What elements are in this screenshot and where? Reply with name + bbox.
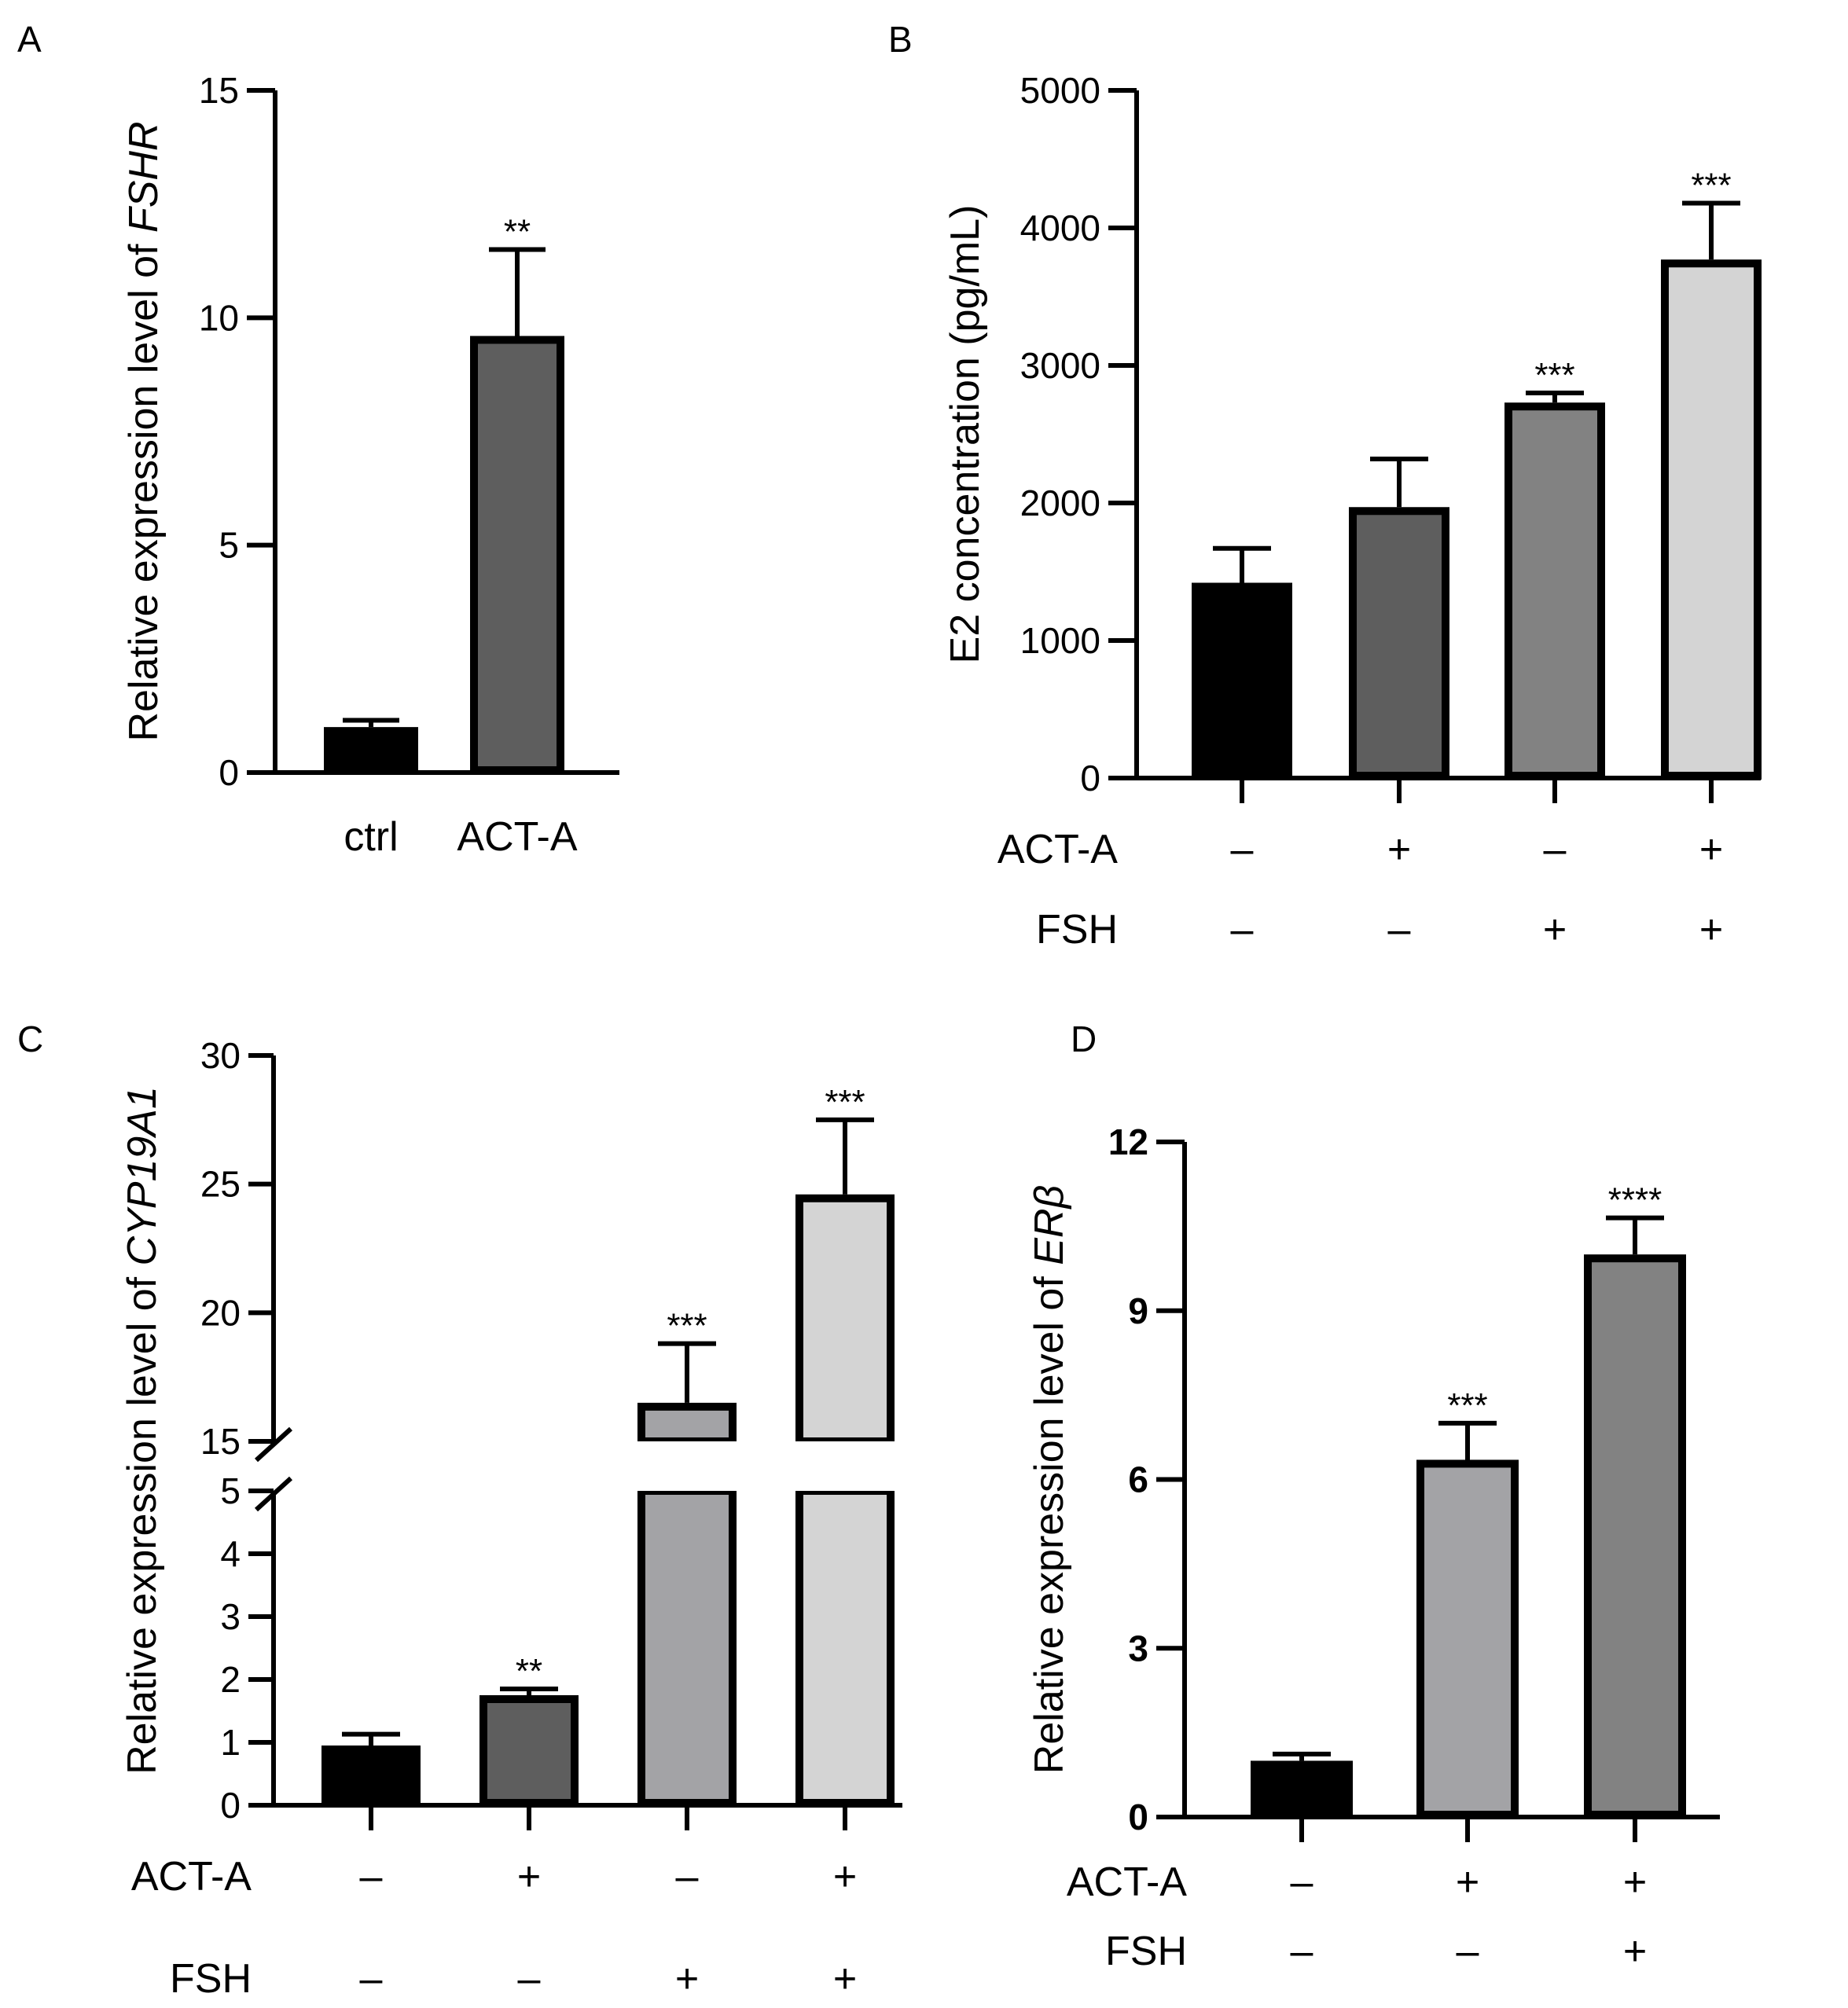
condition-value-c-0-3: + [833,1854,857,1900]
y-tick-label-b-4: 4000 [1020,207,1100,248]
bar-d-1 [1416,1459,1519,1819]
condition-label-d-1: FSH [1105,1929,1187,1974]
y-tick-label-upper-c-0: 15 [200,1421,241,1462]
category-label-a-1: ACT-A [457,814,577,860]
significance-label-c-2: *** [667,1307,707,1345]
chart-panel-b: 0 1000 2000 3000 4000 5000 *** *** E2 concentrat… [942,70,1762,953]
condition-label-b-0: ACT-A [997,827,1118,872]
bar-d-0 [1251,1760,1353,1819]
bar-a-0 [324,727,418,775]
y-tick-label-d-3: 9 [1128,1290,1148,1331]
condition-value-d-1-1: – [1457,1929,1479,1974]
significance-label-b-3: *** [1691,167,1731,205]
condition-label-c-0: ACT-A [131,1854,252,1900]
condition-value-c-1-3: + [833,1956,857,2002]
y-tick-label-lower-c-3: 3 [220,1596,241,1637]
y-tick-label-d-2: 6 [1128,1459,1148,1500]
y-axis-label-d: Relative expression level of ERβ [1027,1185,1072,1774]
y-tick-label-b-5: 5000 [1020,70,1100,111]
y-tick-label-lower-c-0: 0 [220,1785,241,1826]
significance-label-a-1: ** [504,213,531,251]
condition-value-b-1-1: – [1388,907,1411,953]
y-axis-label-b: E2 concentration (pg/mL) [942,205,988,664]
y-tick-label-lower-c-1: 1 [220,1722,241,1763]
y-tick-label-b-2: 2000 [1020,483,1100,523]
panel-letter-c: C [17,1019,43,1059]
y-tick-label-d-0: 0 [1128,1797,1148,1837]
condition-value-b-1-3: + [1699,907,1723,953]
y-tick-label-d-4: 12 [1108,1121,1148,1162]
condition-value-b-0-2: – [1544,827,1567,872]
bar-lower-c-2 [637,1487,737,1807]
significance-label-c-1: ** [516,1652,542,1690]
significance-label-b-2: *** [1534,356,1574,395]
condition-label-b-1: FSH [1036,907,1118,953]
condition-value-d-1-0: – [1291,1929,1313,1974]
bar-a-1 [470,336,564,775]
y-axis-label-a: Relative expression level of FSHR [121,122,167,742]
y-axis-label-c: Relative expression level of CYP19A1 [119,1086,165,1775]
axis-break-mark-upper-c [254,1426,293,1463]
y-tick-label-b-1: 1000 [1020,620,1100,661]
condition-value-c-0-2: – [676,1854,699,1900]
condition-value-c-1-0: – [360,1956,383,2002]
y-tick-label-a-3: 15 [199,70,239,111]
y-tick-label-b-0: 0 [1080,758,1100,798]
bar-upper-c-2 [637,1402,737,1446]
condition-value-b-0-0: – [1231,827,1254,872]
chart-panel-a: 0 5 10 15 ** Relative expression level of FSH… [121,70,619,860]
bar-break-gap-c-2 [633,1441,741,1491]
y-tick-label-upper-c-3: 30 [200,1035,241,1076]
condition-label-d-0: ACT-A [1067,1859,1187,1905]
condition-value-b-1-2: + [1543,907,1567,953]
condition-value-c-0-1: + [517,1854,541,1900]
bar-b-3 [1661,259,1762,780]
bar-break-gap-c-3 [791,1441,899,1491]
bar-c-0 [321,1746,421,1807]
bar-b-1 [1349,507,1449,780]
y-tick-label-a-1: 5 [219,525,239,566]
y-tick-label-a-0: 0 [219,752,239,793]
condition-value-d-0-0: – [1291,1859,1313,1905]
significance-label-c-3: *** [825,1083,865,1121]
y-tick-label-d-1: 3 [1128,1628,1148,1668]
y-tick-label-a-2: 10 [199,297,239,338]
bar-upper-c-3 [795,1194,895,1445]
bar-d-2 [1584,1254,1686,1819]
condition-value-c-1-1: – [518,1956,541,2002]
bar-lower-c-3 [795,1487,895,1807]
bar-c-1 [479,1695,579,1807]
panel-letter-d: D [1071,1019,1097,1059]
condition-value-b-0-1: + [1387,827,1411,872]
y-tick-label-upper-c-2: 25 [200,1164,241,1205]
condition-value-b-1-0: – [1231,907,1254,953]
condition-value-d-0-1: + [1456,1859,1479,1905]
panel-letter-b: B [888,19,913,60]
condition-value-c-1-2: + [675,1956,699,2002]
condition-value-c-0-0: – [360,1854,383,1900]
bar-b-2 [1504,402,1605,780]
y-tick-label-lower-c-5: 5 [220,1470,241,1511]
condition-label-c-1: FSH [170,1956,252,2002]
y-tick-label-lower-c-2: 2 [220,1659,241,1700]
panel-letter-a: A [17,19,42,60]
bar-b-0 [1192,582,1292,780]
y-tick-label-lower-c-4: 4 [220,1533,241,1574]
y-tick-label-upper-c-1: 20 [200,1292,241,1333]
condition-value-d-1-2: + [1623,1929,1647,1974]
significance-label-d-1: *** [1447,1386,1487,1425]
axis-break-mark-lower-c [254,1476,293,1512]
significance-label-d-2: **** [1608,1181,1662,1220]
category-label-a-0: ctrl [344,814,398,860]
condition-value-d-0-2: + [1623,1859,1647,1905]
y-tick-label-b-3: 3000 [1020,345,1100,386]
condition-value-b-0-3: + [1699,827,1723,872]
